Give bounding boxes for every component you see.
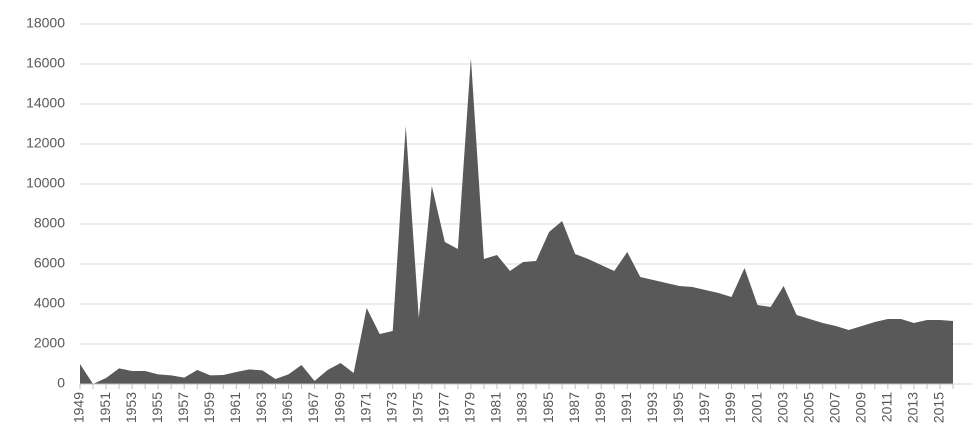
x-tick-label: 1961 <box>227 392 243 423</box>
x-tick-label: 1991 <box>618 392 634 423</box>
x-tick-label: 1969 <box>331 392 347 423</box>
x-tick-label: 1949 <box>71 392 87 423</box>
x-tick-label: 2001 <box>748 392 764 423</box>
x-tick-label: 1953 <box>123 392 139 423</box>
x-tick-label: 1977 <box>436 392 452 423</box>
x-tick-label: 2013 <box>905 392 921 423</box>
x-tick-label: 1999 <box>722 392 738 423</box>
x-tick-label: 1993 <box>644 392 660 423</box>
x-tick-label: 2007 <box>826 392 842 423</box>
x-tick-label: 1963 <box>253 392 269 423</box>
x-tick-label: 1989 <box>592 392 608 423</box>
y-tick-label: 4000 <box>34 295 65 311</box>
y-tick-label: 8000 <box>34 215 65 231</box>
y-tick-label: 10000 <box>26 175 65 191</box>
x-tick-label: 1995 <box>670 392 686 423</box>
x-tick-label: 1987 <box>566 392 582 423</box>
y-tick-label: 12000 <box>26 135 65 151</box>
x-tick-label: 1971 <box>357 392 373 423</box>
x-tick-label: 1975 <box>409 392 425 423</box>
x-tick-label: 1967 <box>305 392 321 423</box>
x-tick-label: 1985 <box>540 392 556 423</box>
x-tick-label: 2015 <box>931 392 947 423</box>
y-tick-label: 16000 <box>26 55 65 71</box>
y-tick-label: 14000 <box>26 95 65 111</box>
x-tick-label: 1979 <box>462 392 478 423</box>
x-tick-label: 1981 <box>488 392 504 423</box>
y-tick-label: 18000 <box>26 15 65 31</box>
x-tick-label: 1973 <box>383 392 399 423</box>
x-tick-label: 1983 <box>514 392 530 423</box>
x-tick-label: 1957 <box>175 392 191 423</box>
x-tick-label: 1959 <box>201 392 217 423</box>
x-tick-label: 2005 <box>800 392 816 423</box>
y-tick-label: 0 <box>57 375 65 391</box>
x-tick-label: 2003 <box>774 392 790 423</box>
y-tick-label: 6000 <box>34 255 65 271</box>
x-tick-label: 1951 <box>97 392 113 423</box>
x-tick-label: 2009 <box>852 392 868 423</box>
y-tick-label: 2000 <box>34 335 65 351</box>
x-tick-label: 1997 <box>696 392 712 423</box>
area <box>80 58 953 384</box>
x-tick-label: 1965 <box>279 392 295 423</box>
x-tick-label: 1955 <box>149 392 165 423</box>
x-tick-label: 2011 <box>879 392 895 422</box>
